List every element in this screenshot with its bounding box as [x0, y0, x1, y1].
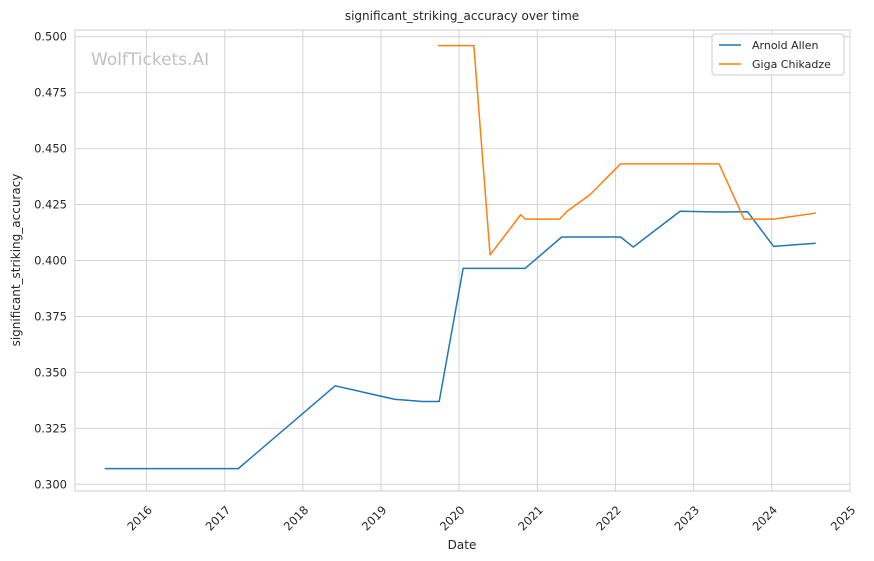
x-axis-label: Date	[448, 538, 477, 552]
series-line-2	[438, 44, 816, 256]
y-tick-label: 0.500	[34, 30, 67, 44]
legend: Arnold Allen Giga Chikadze	[711, 33, 845, 76]
y-tick-label: 0.300	[34, 477, 67, 491]
y-tick-label: 0.425	[34, 198, 67, 212]
chart-title: significant_striking_accuracy over time	[345, 9, 579, 23]
y-tick-label: 0.400	[34, 254, 67, 268]
x-tick-label: 2024	[750, 503, 781, 534]
series-line-1	[104, 210, 816, 470]
y-tick-label: 0.350	[34, 365, 67, 379]
y-tick-label: 0.475	[34, 86, 67, 100]
x-tick-label: 2020	[437, 503, 468, 534]
y-tick-label: 0.450	[34, 142, 67, 156]
x-tick-label: 2016	[124, 503, 155, 534]
x-tick-label: 2019	[359, 503, 390, 534]
legend-label: Arnold Allen	[752, 39, 818, 52]
y-axis-label: significant_striking_accuracy	[9, 174, 23, 347]
watermark-text: WolfTickets.AI	[91, 50, 209, 70]
y-tick-label: 0.375	[34, 309, 67, 323]
series-layer	[104, 44, 816, 470]
x-tick-label: 2021	[515, 503, 546, 534]
x-tick-label: 2023	[671, 503, 702, 534]
x-tick-label: 2017	[203, 503, 234, 534]
legend-label: Giga Chikadze	[752, 58, 831, 71]
x-axis-ticks: 2016 2017 2018 2019 2020 2021 2022 2023 2024 2025	[124, 503, 858, 534]
x-tick-label: 2025	[828, 503, 859, 534]
legend-box	[711, 33, 845, 76]
x-tick-label: 2018	[281, 503, 312, 534]
x-tick-label: 2022	[593, 503, 624, 534]
grid-lines	[75, 30, 851, 491]
y-tick-label: 0.325	[34, 421, 67, 435]
y-axis-ticks: 0.300 0.325 0.350 0.375 0.400 0.425 0.450 0.475…	[34, 30, 67, 492]
